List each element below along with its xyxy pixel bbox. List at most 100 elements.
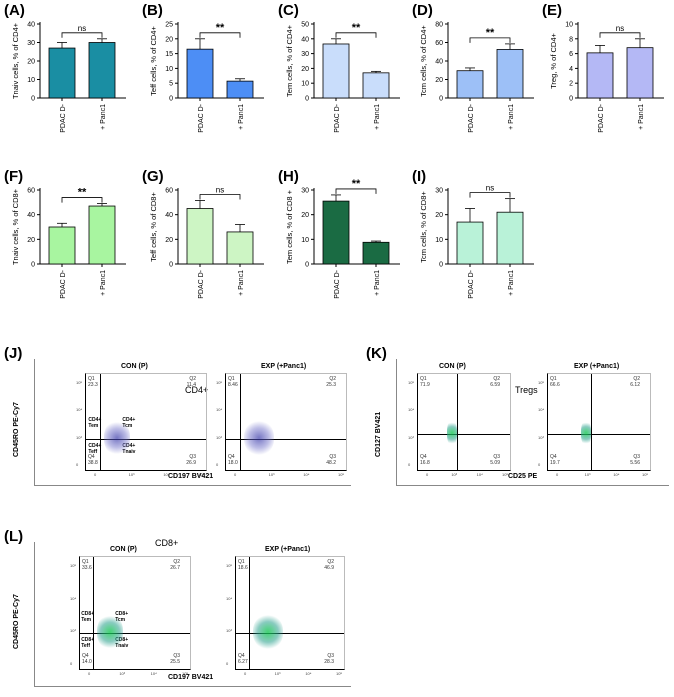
y-tick-label: 10³	[226, 628, 232, 634]
flow-x-axis-title: CD197 BV421	[168, 473, 214, 480]
y-axis-title: Tnaiv cells, % of CD8+	[11, 188, 20, 265]
y-tick-label: 4	[569, 66, 573, 73]
bar	[48, 226, 76, 265]
x-tick-label: + Panc1	[238, 270, 245, 296]
x-tick-label: 10⁴	[305, 671, 312, 676]
y-tick-label: 20	[27, 237, 35, 244]
y-tick-label: 40	[301, 36, 309, 43]
x-tick-label: 10³	[451, 472, 458, 477]
quadrant-value: 71.9	[420, 382, 430, 388]
x-tick-label: PDAC D-	[468, 269, 475, 298]
quadrant-name: Q2	[633, 376, 640, 382]
y-tick-label: 20	[27, 59, 35, 66]
y-tick-label: 15	[165, 51, 173, 58]
x-tick-label: 10⁵	[198, 472, 205, 477]
panel-label: (D)	[412, 2, 433, 19]
quadrant-name: Q1	[88, 376, 95, 382]
quadrant-value: 11.4	[186, 382, 196, 388]
x-tick-label: PDAC D-	[334, 103, 341, 132]
gate-vertical	[93, 557, 95, 669]
quadrant-name: Q2	[327, 559, 334, 565]
panel-H: (H) 0 10 20 30 Tem cells, % of CD8 + PDAC D- +…	[278, 168, 408, 310]
quadrant-value: 33.6	[82, 565, 92, 571]
population-marker: CD4+ Tem	[88, 417, 102, 430]
gate-vertical	[240, 374, 242, 470]
x-tick-label: 10⁵	[642, 472, 649, 477]
population-label: CD4+	[185, 385, 209, 395]
y-tick-label: 20	[165, 237, 173, 244]
x-tick-label: 10³	[268, 472, 275, 477]
flow-plot: Q1 66.6 Q2 6.12 Q3 5.56 Q4 19.7 0 0 10³ 10³ 10⁴ 10⁴ 10…	[538, 373, 651, 477]
quadrant-name: Q2	[189, 376, 196, 382]
quadrant-value: 66.6	[550, 382, 560, 388]
quadrant-value: 28.3	[324, 659, 334, 665]
y-tick-label: 10³	[216, 434, 222, 440]
quadrant-name: Q2	[493, 376, 500, 382]
cell-population-cloud	[104, 421, 131, 456]
y-tick-label: 20	[301, 212, 309, 219]
quadrant-value: 8.46	[228, 382, 238, 388]
significance-bracket	[199, 32, 241, 38]
y-tick-label: 10⁴	[226, 595, 233, 601]
bar	[586, 52, 614, 99]
y-axis-title: Treg, % of CD4+	[549, 32, 558, 88]
y-tick-label: 10⁴	[408, 407, 415, 413]
y-tick-label: 10⁵	[226, 563, 233, 568]
quadrant-value: 18.0	[228, 460, 238, 466]
y-tick-label: 10³	[70, 628, 76, 634]
y-tick-label: 30	[435, 188, 443, 195]
y-tick-label: 10	[165, 66, 173, 73]
y-tick-label: 10⁵	[216, 380, 223, 385]
quadrant-value: 6.12	[630, 382, 640, 388]
gate-horizontal	[418, 433, 510, 435]
significance-label: ns	[486, 184, 494, 193]
panel-label: (I)	[412, 168, 427, 185]
y-tick-label: 50	[301, 22, 309, 29]
quadrant-value: 5.09	[490, 460, 500, 466]
y-tick-label: 40	[27, 22, 35, 29]
quadrant-value: 23.3	[88, 382, 98, 388]
y-tick-label: 10⁴	[70, 595, 77, 601]
y-tick-label: 10	[435, 237, 443, 244]
bar	[48, 47, 76, 99]
bar	[322, 200, 350, 265]
gate-vertical	[590, 374, 592, 470]
cell-population-cloud	[252, 615, 283, 650]
quadrant-name: Q4	[228, 454, 235, 460]
panel-D: (D) 0 20 40 60 80 Tcm cells, % of CD4+ PDAC D-…	[412, 2, 542, 144]
significance-label: **	[216, 22, 225, 34]
flow-frame-L: CD45RO PE-Cy7 CD197 BV421 CD8+ CON (P) Q1 33.…	[13, 538, 351, 687]
quadrant-name: Q1	[238, 559, 245, 565]
plot-title: EXP (+Panc1)	[261, 363, 307, 370]
x-tick-label: 10⁴	[163, 472, 170, 477]
panel-G: (G) 0 20 40 60 Teff cells, % of CD8+ PDAC D- +…	[142, 168, 272, 310]
y-tick-label: 10⁴	[538, 407, 545, 413]
y-tick-label: 6	[569, 51, 573, 58]
bar	[496, 211, 524, 265]
bar	[186, 208, 214, 265]
bar	[496, 49, 524, 99]
y-tick-label: 40	[435, 59, 443, 66]
quadrant-name: Q4	[88, 454, 95, 460]
x-tick-label: 0	[88, 671, 91, 676]
quadrant-value: 6.27	[238, 659, 248, 665]
y-tick-label: 0	[439, 96, 443, 103]
y-tick-label: 0	[216, 462, 219, 467]
x-tick-label: + Panc1	[374, 270, 381, 296]
quadrant-value: 18.6	[238, 565, 248, 571]
x-tick-label: 10³	[584, 472, 591, 477]
panel-K: (K) CD127 BV421 CD25 PE Tregs CON (P) Q1 71.9…	[366, 345, 672, 495]
gate-horizontal	[548, 433, 650, 435]
significance-bracket	[335, 32, 377, 38]
panel-J: (J) CD45RO PE-Cy7 CD197 BV421 CD4+ CON (P) Q…	[4, 345, 354, 495]
y-tick-label: 10³	[408, 434, 414, 440]
panel-label: (B)	[142, 2, 163, 19]
y-tick-label: 10⁵	[408, 380, 415, 385]
bar-chart-B: 0 5 10 15 20 25 Teff cells, % of CD4+ PDAC D- + …	[149, 22, 264, 133]
y-axis-title: Tnaiv cells, % of CD4+	[11, 22, 20, 99]
panel-A: (A) 0 10 20 30 40 Tnaiv cells, % of CD4+ PDAC …	[4, 2, 134, 144]
y-tick-label: 20	[301, 66, 309, 73]
x-tick-label: 10³	[274, 671, 281, 676]
